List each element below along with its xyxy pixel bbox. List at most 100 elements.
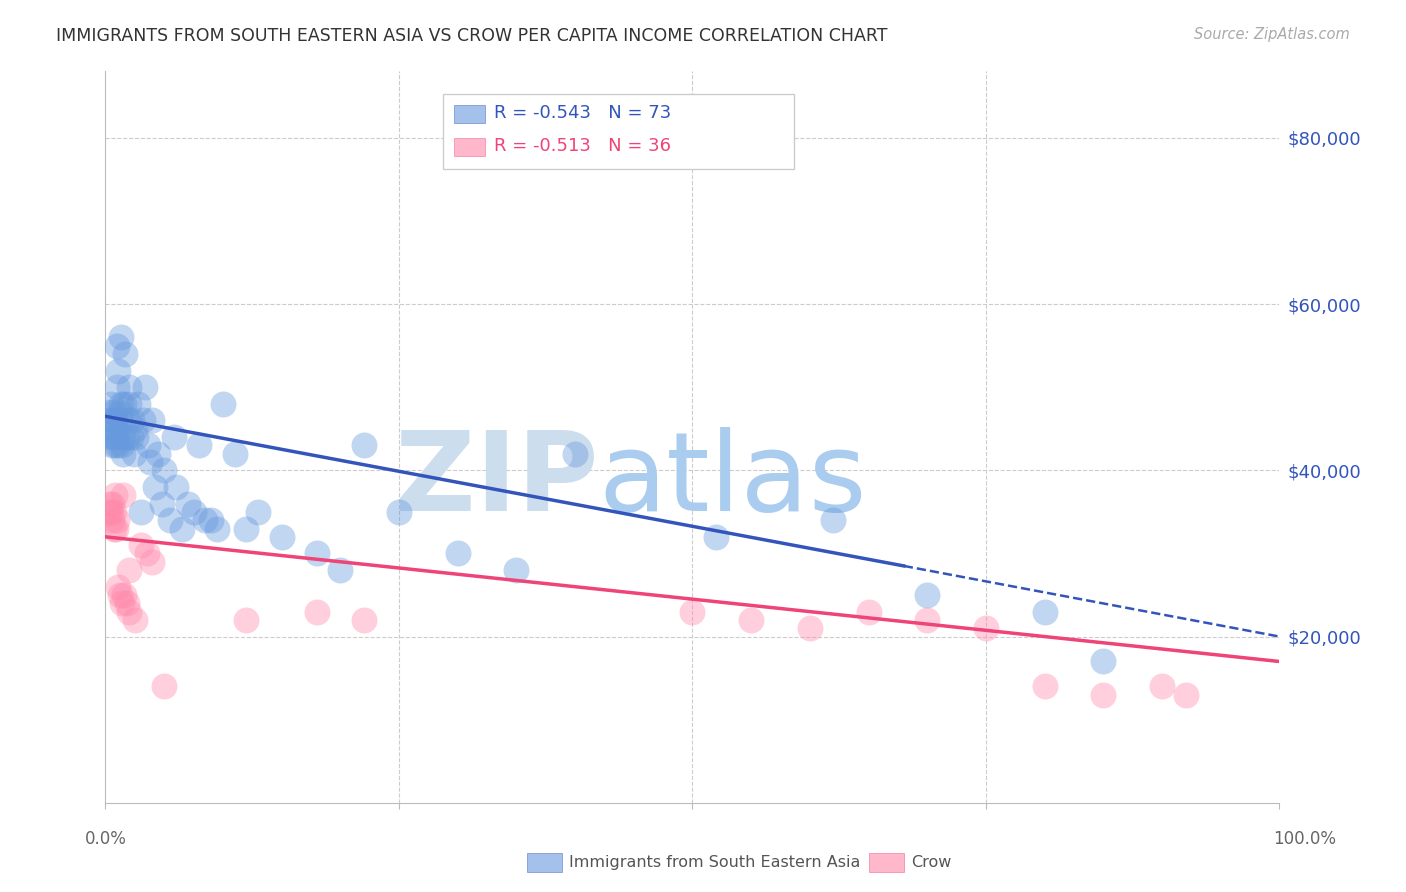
Point	[121, 413, 143, 427]
Point	[98, 413, 121, 427]
Point	[153, 463, 176, 477]
Point	[124, 422, 146, 436]
Point	[129, 538, 152, 552]
Point	[823, 513, 845, 527]
Point	[188, 438, 211, 452]
Point	[176, 497, 198, 511]
Point	[112, 588, 135, 602]
Point	[98, 405, 121, 419]
Point	[148, 447, 170, 461]
Point	[141, 413, 163, 427]
Point	[118, 397, 141, 411]
Point	[104, 438, 127, 452]
Point	[101, 497, 124, 511]
Point	[1092, 688, 1115, 702]
Point	[224, 447, 246, 461]
Point	[122, 447, 145, 461]
Point	[170, 521, 193, 535]
Point	[120, 430, 142, 444]
Point	[682, 605, 704, 619]
Text: 0.0%: 0.0%	[84, 830, 127, 847]
Point	[110, 330, 132, 344]
Point	[103, 521, 125, 535]
Point	[353, 613, 375, 627]
Point	[917, 588, 939, 602]
Point	[305, 605, 328, 619]
Point	[329, 563, 352, 577]
Text: Immigrants from South Eastern Asia: Immigrants from South Eastern Asia	[569, 855, 860, 870]
Point	[118, 380, 141, 394]
Text: R = -0.543   N = 73: R = -0.543 N = 73	[494, 104, 671, 122]
Point	[270, 530, 292, 544]
Point	[740, 613, 762, 627]
Point	[162, 430, 184, 444]
Text: 100.0%: 100.0%	[1274, 830, 1336, 847]
Point	[139, 455, 162, 469]
Text: Source: ZipAtlas.com: Source: ZipAtlas.com	[1194, 27, 1350, 42]
Text: R = -0.513   N = 36: R = -0.513 N = 36	[494, 137, 671, 155]
Point	[153, 680, 176, 694]
Point	[141, 555, 163, 569]
Point	[134, 380, 156, 394]
Point	[247, 505, 270, 519]
Point	[112, 488, 135, 502]
Point	[100, 505, 122, 519]
Point	[129, 505, 152, 519]
Point	[858, 605, 880, 619]
Point	[235, 521, 257, 535]
Point	[108, 588, 131, 602]
Point	[974, 621, 997, 635]
Point	[108, 405, 131, 419]
Point	[104, 413, 127, 427]
Point	[135, 546, 157, 560]
Point	[100, 397, 122, 411]
Point	[118, 605, 141, 619]
Point	[159, 513, 181, 527]
Point	[165, 480, 187, 494]
Point	[103, 405, 125, 419]
Point	[115, 430, 138, 444]
Point	[305, 546, 328, 560]
Point	[103, 505, 125, 519]
Point	[98, 497, 121, 511]
Point	[105, 521, 128, 535]
Point	[1033, 605, 1056, 619]
Point	[1092, 655, 1115, 669]
Point	[111, 596, 134, 610]
Point	[194, 513, 217, 527]
Point	[107, 438, 129, 452]
Point	[200, 513, 222, 527]
Point	[100, 430, 122, 444]
Point	[105, 513, 128, 527]
Text: Crow: Crow	[911, 855, 952, 870]
Point	[101, 413, 124, 427]
Point	[118, 563, 141, 577]
Point	[107, 580, 129, 594]
Point	[505, 563, 527, 577]
Point	[704, 530, 727, 544]
Point	[183, 505, 205, 519]
Point	[235, 613, 257, 627]
Point	[447, 546, 470, 560]
Point	[132, 413, 155, 427]
Point	[150, 497, 173, 511]
Point	[111, 438, 134, 452]
Point	[388, 505, 411, 519]
Point	[127, 397, 149, 411]
Point	[105, 380, 128, 394]
Text: IMMIGRANTS FROM SOUTH EASTERN ASIA VS CROW PER CAPITA INCOME CORRELATION CHART: IMMIGRANTS FROM SOUTH EASTERN ASIA VS CR…	[56, 27, 887, 45]
Point	[564, 447, 586, 461]
Point	[112, 397, 135, 411]
Text: ZIP: ZIP	[395, 427, 599, 534]
Point	[125, 430, 148, 444]
Point	[108, 413, 131, 427]
Point	[205, 521, 228, 535]
Point	[105, 430, 128, 444]
Point	[353, 438, 375, 452]
Point	[107, 363, 129, 377]
Point	[110, 397, 132, 411]
Point	[917, 613, 939, 627]
Point	[1150, 680, 1173, 694]
Point	[98, 505, 121, 519]
Point	[101, 438, 124, 452]
